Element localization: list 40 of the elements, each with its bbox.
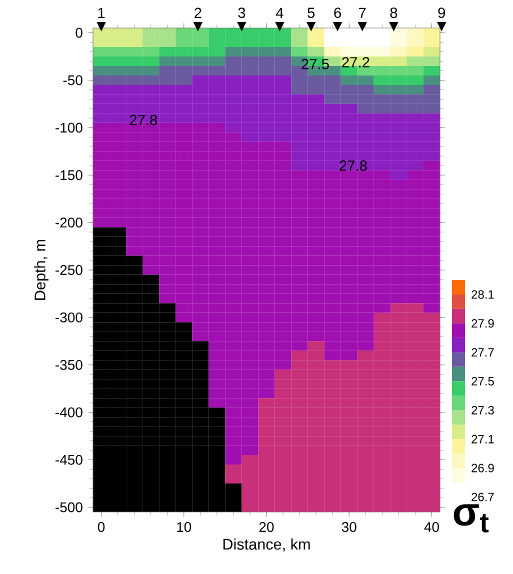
text: 1 [98, 8, 105, 18]
y-tick-label: -50 [63, 75, 82, 86]
x-tick-label: 30 [342, 522, 356, 532]
y-tick-label: -400 [56, 407, 82, 418]
color-bar-label: 27.3 [472, 406, 494, 414]
y-tick-label: -450 [56, 454, 82, 465]
annotation: 27.8 [130, 114, 158, 126]
text: 3 [238, 8, 246, 18]
color-bar-label: 27.5 [472, 377, 494, 386]
text: 7 [359, 8, 366, 18]
text: 9 [438, 8, 446, 18]
x-tick-label: 20 [259, 522, 274, 532]
y-tick-label: -350 [56, 360, 82, 370]
y-tick-label: 0 [76, 28, 82, 38]
x-tick-label: 0 [98, 522, 105, 532]
annotation: 27.5 [302, 58, 329, 70]
color-bar-label: 27.1 [472, 434, 494, 444]
y-tick-label: -300 [56, 312, 82, 322]
y-tick-label: -100 [56, 122, 82, 133]
x-tick-label: 40 [424, 522, 439, 532]
x-tick-label: 10 [177, 522, 192, 532]
y-tick-label: -500 [56, 502, 82, 512]
color-bar-label: 27.9 [472, 319, 494, 328]
y-tick-label: -150 [56, 170, 82, 180]
text: σ$_{t}$ [454, 504, 489, 532]
text: 6 [334, 8, 341, 18]
annotation: 27.8 [340, 160, 367, 171]
x-axis-title: Distance, km [223, 538, 310, 552]
text: 8 [390, 8, 398, 18]
text: 4 [276, 8, 284, 18]
color-bar-label: 26.7 [472, 492, 494, 502]
y-axis-title: Depth, m [34, 240, 48, 300]
annotation: 27.2 [342, 57, 370, 68]
color-bar-label: 28.1 [472, 290, 494, 299]
color-bar-label: 26.9 [472, 464, 494, 472]
y-tick-label: -200 [56, 218, 82, 228]
color-bar-label: 27.7 [472, 348, 494, 357]
y-tick-label: -250 [56, 265, 82, 275]
text: 5 [308, 8, 315, 18]
text: 2 [194, 8, 202, 18]
